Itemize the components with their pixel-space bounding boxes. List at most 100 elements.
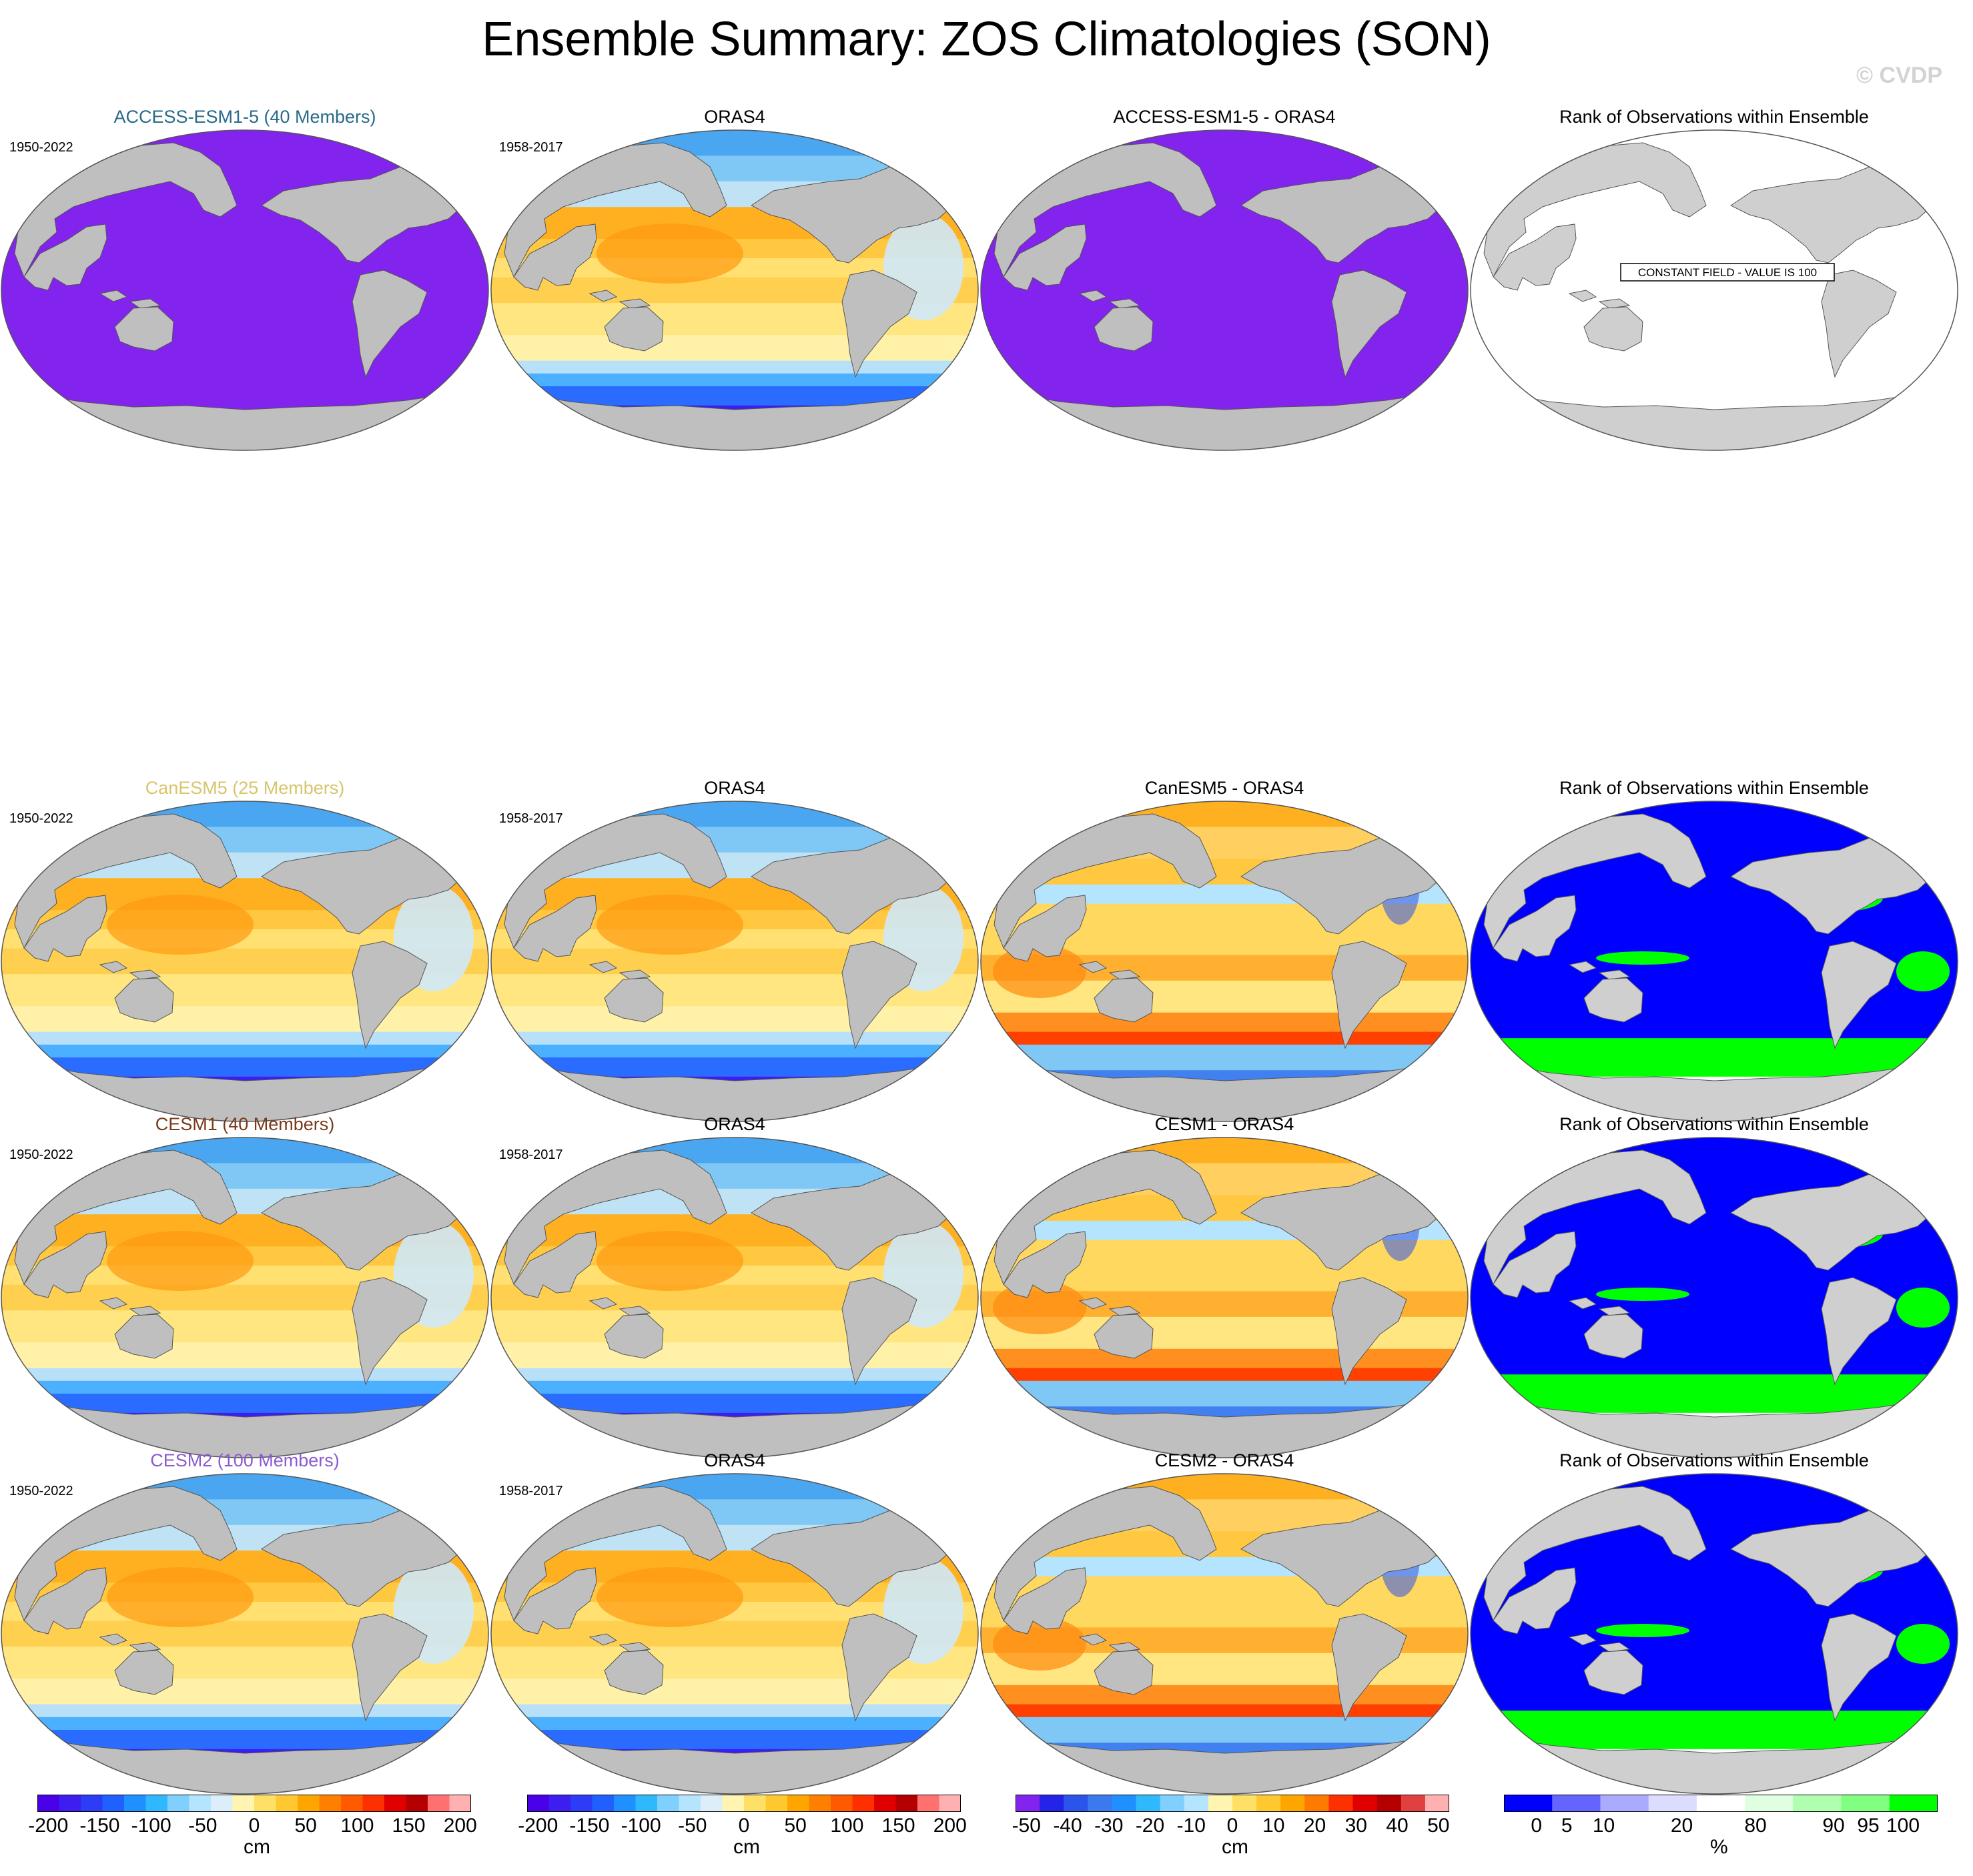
map-panel: Rank of Observations within Ensemble: [1469, 1114, 1959, 1461]
colorbar-swatch: [1696, 1795, 1745, 1812]
world-map: [490, 1473, 979, 1795]
map-panel: CESM1 (40 Members) 1950-2022: [0, 1114, 490, 1461]
watermark: © CVDP: [1856, 63, 1942, 88]
colorbar-swatch: [831, 1795, 853, 1812]
colorbar-swatch: [81, 1795, 103, 1812]
colorbar-tick-label: 50: [784, 1815, 807, 1837]
panel-years: 1950-2022: [9, 1147, 73, 1162]
colorbar-swatch: [384, 1795, 406, 1812]
panel-title: Rank of Observations within Ensemble: [1559, 778, 1869, 798]
colorbar-tick-label: 100: [1886, 1815, 1920, 1837]
map-panel: CanESM5 (25 Members) 1950-2022: [0, 778, 490, 1125]
colorbar-swatch: [809, 1795, 831, 1812]
page-title: Ensemble Summary: ZOS Climatologies (SON…: [482, 13, 1491, 66]
map-panel: Rank of Observations within Ensemble: [1469, 778, 1959, 1125]
world-map: [1, 129, 489, 451]
colorbar-tick-label: 100: [830, 1815, 864, 1837]
colorbar-tick-label: 95: [1857, 1815, 1880, 1837]
map-panel: CanESM5 - ORAS4: [979, 778, 1469, 1125]
panel-title: CESM1 (40 Members): [155, 1114, 335, 1134]
colorbar-swatch: [59, 1795, 81, 1812]
colorbar-swatch: [1376, 1795, 1402, 1812]
colorbar-swatches: [1504, 1795, 1938, 1812]
colorbar-swatch: [614, 1795, 636, 1812]
world-map: [1470, 1473, 1958, 1795]
colorbar-swatch: [1256, 1795, 1281, 1812]
map-panel: ORAS4 1958-2017: [490, 778, 979, 1125]
world-map: [1470, 1137, 1958, 1458]
map-panel: ACCESS-ESM1-5 (40 Members) 1950-2022: [0, 107, 490, 454]
colorbar-swatch: [1112, 1795, 1137, 1812]
colorbar-swatch: [701, 1795, 723, 1812]
colorbar-swatch: [852, 1795, 875, 1812]
colorbar-swatch: [124, 1795, 146, 1812]
panel-title: CESM1 - ORAS4: [1154, 1114, 1294, 1134]
colorbar-swatch: [570, 1795, 593, 1812]
panel-title: Rank of Observations within Ensemble: [1559, 1450, 1869, 1470]
colorbar-swatch: [787, 1795, 809, 1812]
colorbar-swatch: [874, 1795, 896, 1812]
world-map: [490, 129, 979, 451]
world-map: [980, 1137, 1469, 1458]
colorbar-tick-label: 50: [1427, 1815, 1450, 1837]
colorbar-swatch: [1841, 1795, 1890, 1812]
colorbar-swatch: [744, 1795, 766, 1812]
panel-years: 1950-2022: [9, 1484, 73, 1498]
colorbar-tick-label: 200: [443, 1815, 477, 1837]
world-map: [1, 801, 489, 1122]
colorbar-swatch: [406, 1795, 428, 1812]
colorbar-swatches: [37, 1795, 472, 1812]
colorbar-swatch: [592, 1795, 615, 1812]
map-panel: ACCESS-ESM1-5 - ORAS4: [979, 107, 1469, 454]
panel-title: ACCESS-ESM1-5 - ORAS4: [1113, 107, 1336, 127]
colorbar-swatch: [895, 1795, 918, 1812]
panel-title: ORAS4: [704, 1450, 765, 1470]
colorbar-unit: %: [1710, 1836, 1728, 1858]
world-map: [490, 1137, 979, 1458]
constant-field-note: CONSTANT FIELD - VALUE IS 100: [1638, 266, 1817, 279]
colorbar-tick-label: 5: [1561, 1815, 1573, 1837]
colorbar: -50 -40 -30 -20 -10 0 10 20 30 40 50 cm: [1012, 1795, 1450, 1868]
map-panel: ORAS4 1958-2017: [490, 107, 979, 454]
colorbar-tick-label: 40: [1386, 1815, 1409, 1837]
colorbar-tick-label: 200: [933, 1815, 967, 1837]
panel-years: 1958-2017: [499, 140, 563, 155]
panel-years: 1950-2022: [9, 140, 73, 155]
map-panel: CESM1 - ORAS4: [979, 1114, 1469, 1461]
colorbar-tick-label: -50: [678, 1815, 707, 1837]
colorbar-swatch: [145, 1795, 168, 1812]
world-map: [980, 801, 1469, 1122]
colorbar-swatch: [449, 1795, 472, 1812]
colorbar-swatch: [765, 1795, 788, 1812]
panel-years: 1958-2017: [499, 1484, 563, 1498]
colorbar-swatch: [1648, 1795, 1697, 1812]
colorbar-swatch: [167, 1795, 189, 1812]
colorbar-tick-label: 10: [1592, 1815, 1615, 1837]
colorbar-swatch: [1401, 1795, 1426, 1812]
world-map: CONSTANT FIELD - VALUE IS 100: [1470, 129, 1958, 451]
colorbar-swatch: [939, 1795, 961, 1812]
colorbar-swatch: [548, 1795, 571, 1812]
world-map: [980, 129, 1469, 451]
colorbar-tick-label: -100: [131, 1815, 171, 1837]
panel-title: ORAS4: [704, 1114, 765, 1134]
colorbar-swatch: [1184, 1795, 1209, 1812]
colorbar-tick-label: 150: [881, 1815, 915, 1837]
colorbar-tick-label: -30: [1094, 1815, 1124, 1837]
world-map: [1470, 801, 1958, 1122]
map-panel: ORAS4 1958-2017: [490, 1450, 979, 1797]
colorbar-swatch: [1504, 1795, 1553, 1812]
colorbar-tick-label: 10: [1262, 1815, 1285, 1837]
colorbar-swatch: [1208, 1795, 1233, 1812]
world-map: [490, 801, 979, 1122]
colorbar-tick-label: -20: [1135, 1815, 1165, 1837]
map-panel: ORAS4 1958-2017: [490, 1114, 979, 1461]
colorbar-tick-label: -150: [569, 1815, 610, 1837]
map-panel: CESM2 - ORAS4: [979, 1450, 1469, 1797]
colorbar-unit: cm: [244, 1836, 270, 1858]
map-panel: Rank of Observations within Ensemble: [1469, 1450, 1959, 1797]
colorbar-tick-label: -100: [621, 1815, 661, 1837]
colorbar-tick-label: 150: [392, 1815, 426, 1837]
colorbar-swatch: [1064, 1795, 1088, 1812]
colorbar-tick-label: 0: [738, 1815, 750, 1837]
